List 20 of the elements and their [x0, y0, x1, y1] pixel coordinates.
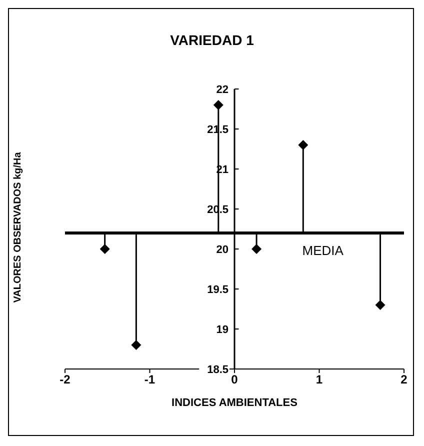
point: [298, 140, 308, 150]
point: [375, 300, 386, 310]
ref-line-label: MEDIA: [302, 243, 344, 258]
x-tick-label: -2: [60, 372, 71, 387]
point: [100, 244, 110, 254]
point: [213, 100, 224, 110]
y-tick-label: 20: [216, 244, 228, 256]
y-tick-label: 18.5: [207, 364, 228, 376]
y-tick-label: 22: [216, 84, 228, 96]
y-tick-label: 19.5: [207, 284, 228, 296]
x-axis-title: INDICES AMBIENTALES: [172, 397, 298, 409]
chart-title: VARIEDAD 1: [169, 32, 255, 48]
point: [252, 244, 262, 254]
y-tick-label: 19: [216, 324, 228, 336]
y-axis-title: VALORES OBSERVADOS kg/Ha: [12, 151, 24, 305]
x-tick-label: 2: [400, 372, 408, 387]
x-tick-label: 0: [231, 372, 238, 387]
point: [131, 340, 142, 350]
x-tick-label: -1: [144, 372, 156, 387]
x-tick-label: 1: [316, 372, 323, 387]
